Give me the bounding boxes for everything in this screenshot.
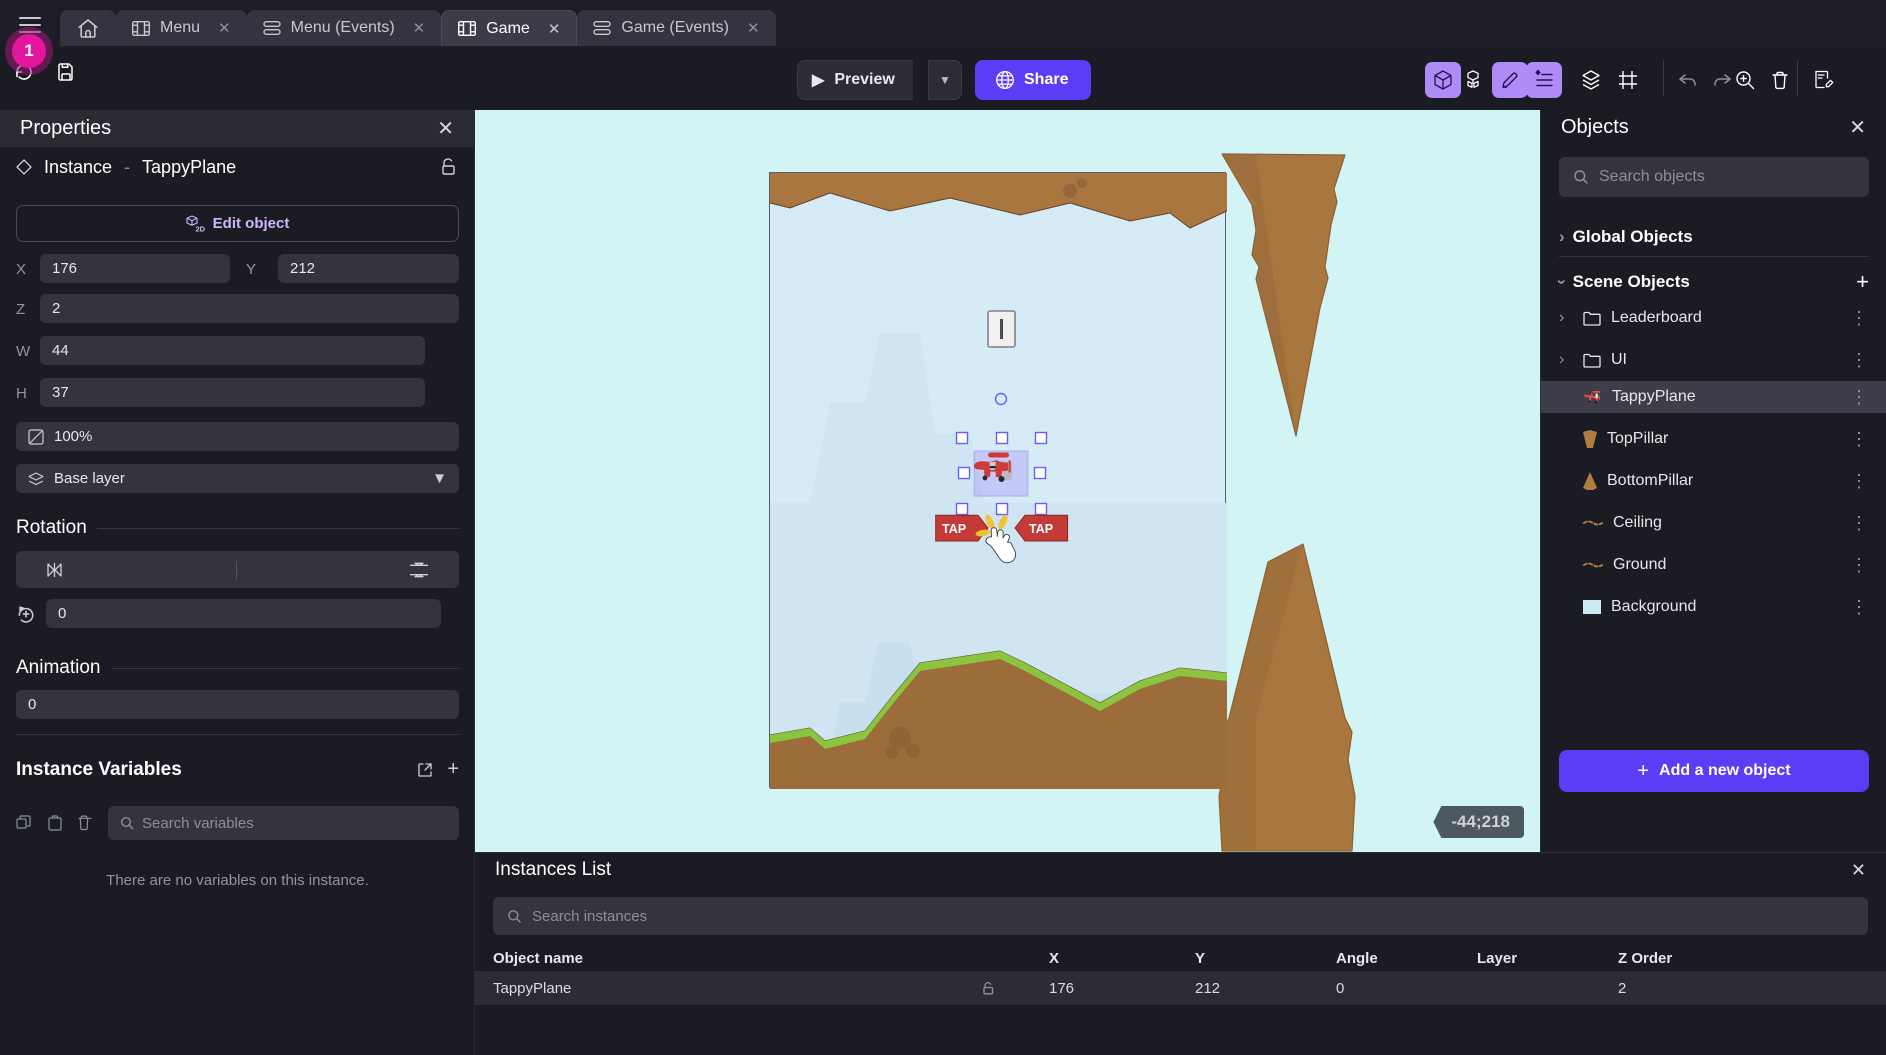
svg-text:TAP: TAP xyxy=(942,522,966,536)
svg-text:2D: 2D xyxy=(195,224,205,232)
svg-text:TAP: TAP xyxy=(1029,522,1053,536)
